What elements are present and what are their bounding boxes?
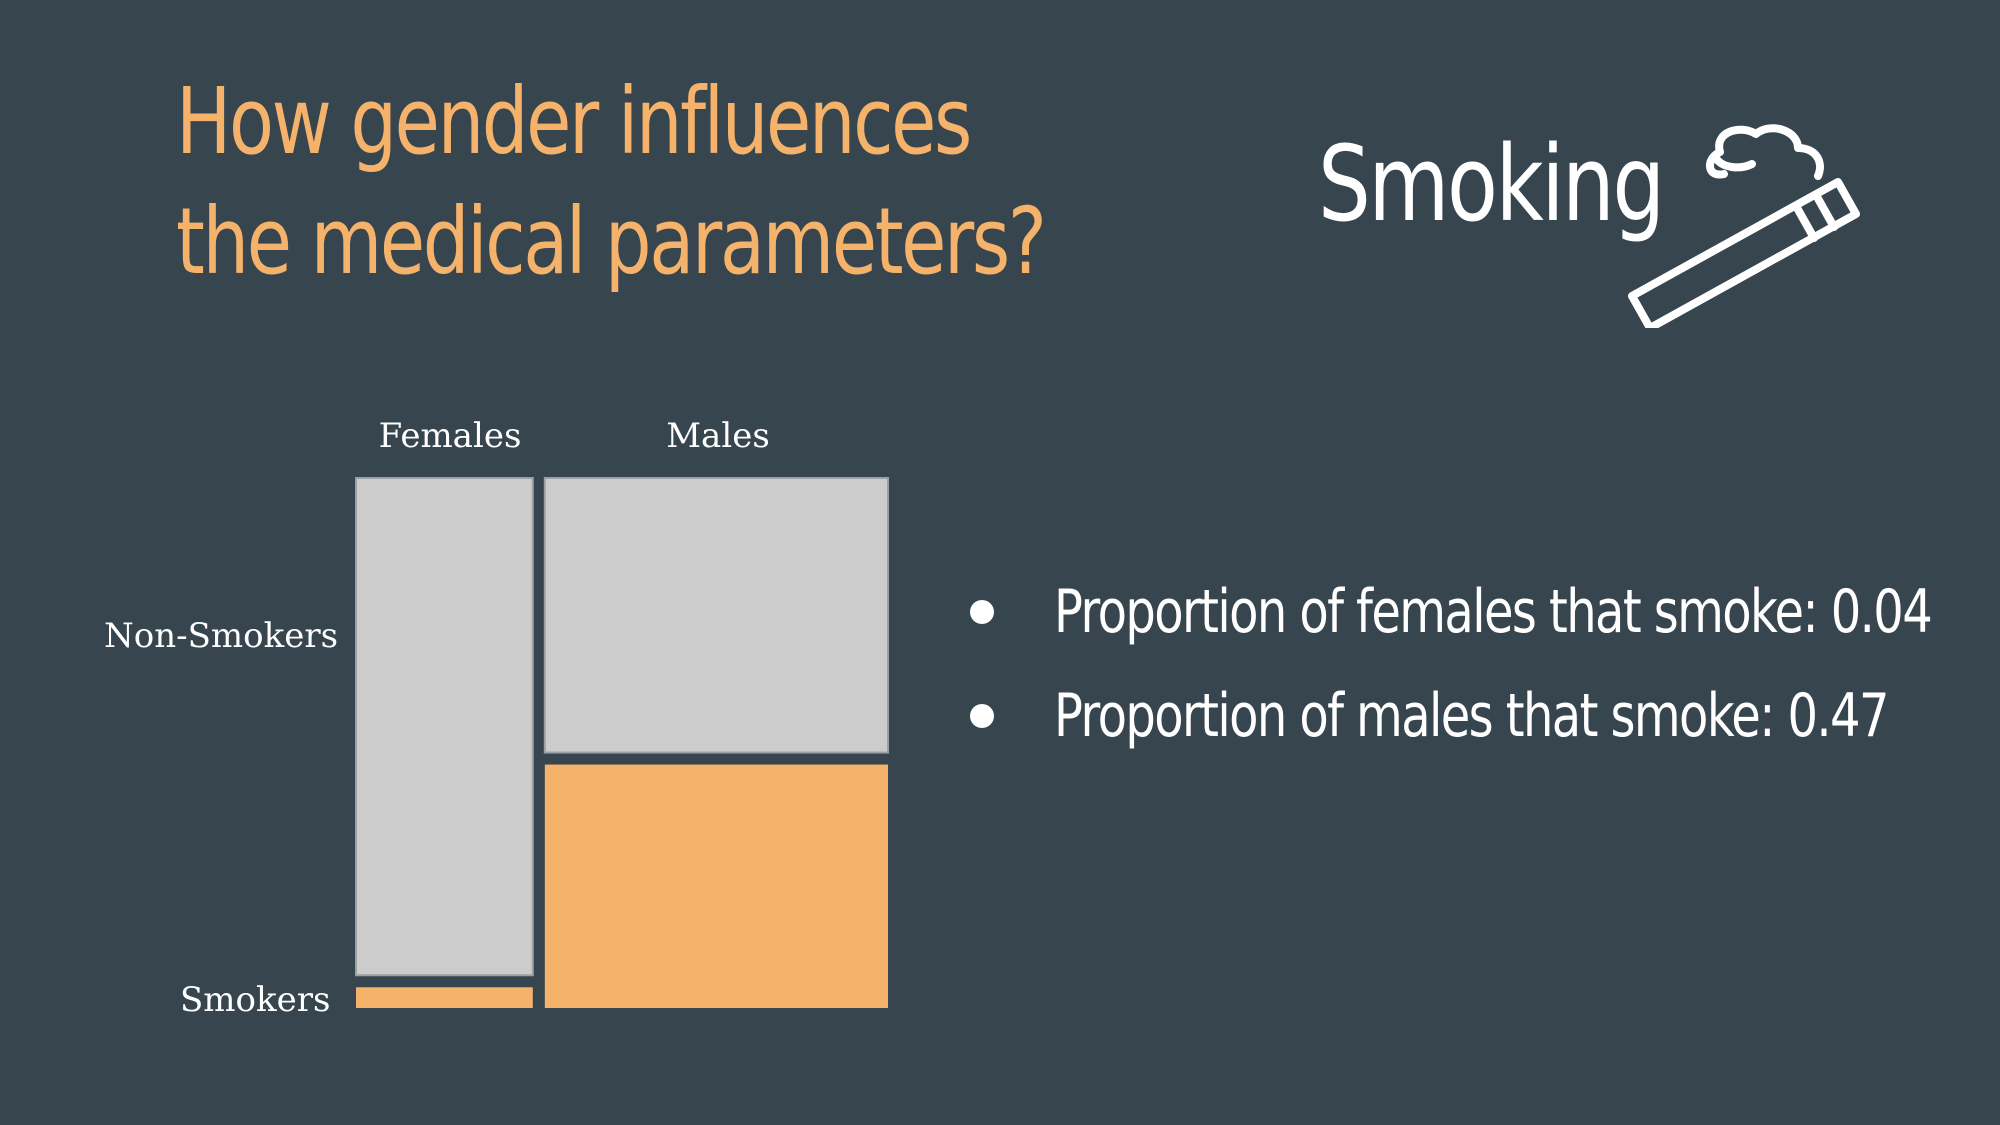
topic-heading: Smoking [1318,123,1665,245]
bullet-icon [970,704,994,728]
list-item: Proportion of males that smoke: 0.47 [970,664,2000,768]
tile-females-smokers [356,987,533,1008]
tile-males-non-smokers [543,477,889,754]
column-label-females: Females [379,416,522,456]
bullet-icon [970,600,994,624]
tile-females-non-smokers [355,477,534,977]
list-item: Proportion of females that smoke: 0.04 [970,560,2000,664]
findings-list: Proportion of females that smoke: 0.04 P… [970,560,2000,768]
row-label-non-smokers: Non-Smokers [104,616,338,656]
tile-males-smokers [544,764,888,1008]
mosaic-tiles [355,477,889,1008]
row-label-smokers: Smokers [180,980,330,1020]
page-title: How gender influences the medical parame… [176,62,1047,302]
finding-females: Proportion of females that smoke: 0.04 [1054,577,1933,647]
title-line-2: the medical parameters? [176,188,1047,295]
cigarette-icon [1628,124,1860,328]
finding-males: Proportion of males that smoke: 0.47 [1054,681,1890,751]
column-label-males: Males [666,416,770,456]
title-line-1: How gender influences [176,68,972,175]
